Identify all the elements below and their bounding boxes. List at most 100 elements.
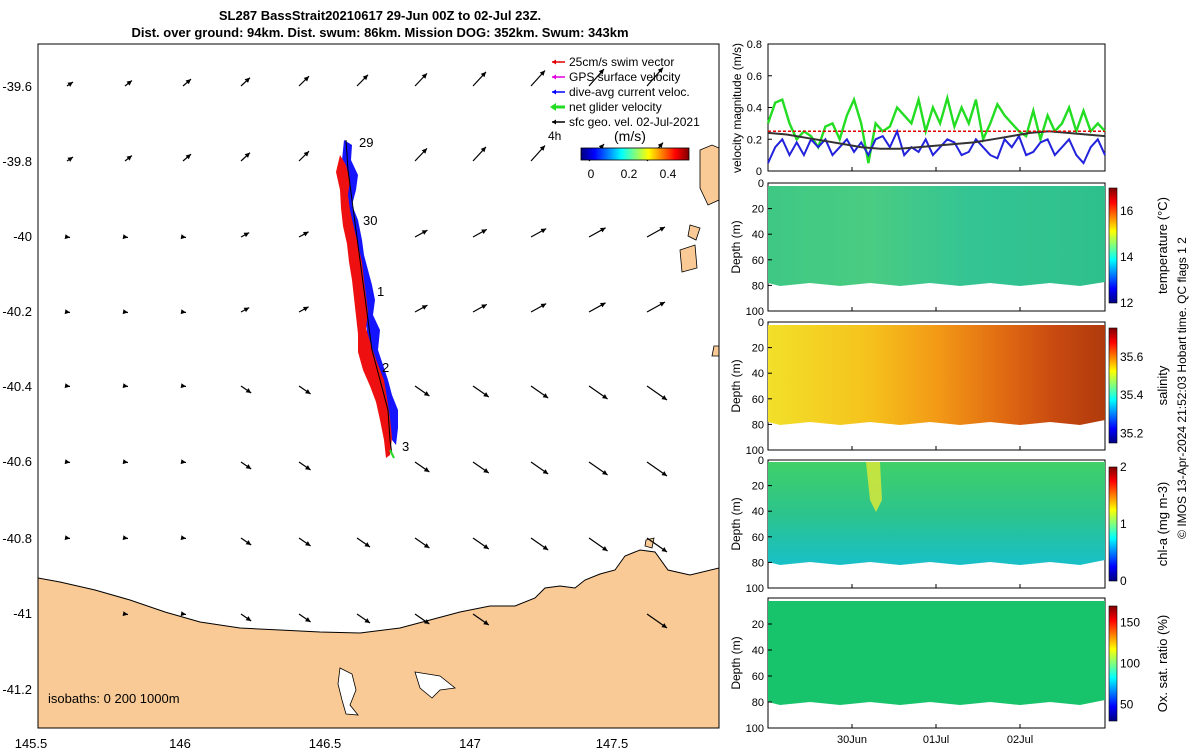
legend-item-swim: 25cm/s swim vector	[552, 55, 674, 69]
chla-colorbar	[1108, 466, 1118, 582]
title-line-1: SL287 BassStrait20210617 29-Jun 00Z to 0…	[219, 8, 541, 23]
depth-tick: 60	[752, 671, 764, 683]
velocity-vector-head	[122, 309, 128, 315]
velocity-vector-head	[364, 618, 370, 623]
depth-tick: 80	[752, 280, 764, 292]
velocity-vector-head	[602, 394, 608, 399]
colorbar-tick-0: 0	[588, 167, 595, 181]
time-x-tick: 01Jul	[923, 734, 949, 746]
colorbar-label: salinity	[1155, 365, 1170, 405]
velocity-vector-head	[122, 234, 128, 240]
colorbar-label: chl-a (mg m-3)	[1155, 482, 1170, 567]
salinity-field	[768, 325, 1105, 425]
oxygen-field	[768, 601, 1105, 705]
depth-tick: 60	[752, 394, 764, 406]
colorbar-tick: 1	[1120, 517, 1127, 531]
velocity-vector-head	[64, 535, 70, 541]
velocity-vector-head	[657, 142, 663, 149]
colorbar-tick: 35.6	[1120, 350, 1144, 364]
temperature-field	[768, 186, 1105, 286]
velocity-vector-head	[657, 67, 663, 74]
velocity-vector-head	[423, 619, 430, 624]
oxygen-colorbar	[1108, 605, 1118, 722]
velocity-vector-head	[602, 470, 608, 475]
y-tick-406: -40.6	[2, 454, 32, 469]
legend-time-label: 4h	[548, 129, 561, 143]
temperature-panel	[767, 182, 1118, 312]
velocity-vector-head	[539, 70, 545, 76]
depth-tick: 80	[752, 557, 764, 569]
velocity-ylabel: velocity magnitude (m/s)	[730, 43, 744, 173]
velocity-vector-head	[243, 307, 250, 313]
velocity-vector-head	[305, 389, 311, 394]
x-tick-1455: 145.5	[15, 736, 48, 750]
estuary	[337, 667, 456, 716]
colorbar-tick: 35.4	[1120, 388, 1144, 402]
velocity-vector-head	[244, 77, 250, 83]
map-legend: 25cm/s swim vector GPS surface velocity …	[548, 55, 700, 181]
title-line-2: Dist. over ground: 94km. Dist. swum: 86k…	[131, 25, 628, 40]
temperature-colorbar	[1108, 187, 1118, 304]
velocity-vector-head	[362, 74, 368, 81]
velocity-vector-head	[64, 234, 70, 240]
day-label-2: 2	[382, 360, 389, 375]
velocity-vector-head	[423, 543, 430, 548]
velocity-vector-head	[67, 82, 73, 87]
velocity-vector-head	[64, 459, 70, 465]
time-x-tick: 02Jul	[1007, 734, 1033, 746]
velocity-vector-head	[245, 388, 252, 393]
velocity-y-tick: 0.6	[747, 71, 762, 83]
velocity-vector-head	[602, 546, 608, 551]
velocity-vector-head	[659, 227, 665, 232]
velocity-vector-head	[244, 152, 250, 158]
x-tick-146: 146	[169, 736, 191, 750]
velocity-vector-head	[126, 80, 132, 86]
velocity-vector-head	[659, 302, 665, 307]
velocity-vector-head	[483, 392, 489, 397]
y-tick-41: -41	[13, 606, 32, 621]
depth-tick: 60	[752, 532, 764, 544]
velocity-vector-head	[661, 547, 667, 552]
colorbar-label: (m/s)	[614, 128, 646, 144]
velocity-vector-head	[122, 459, 128, 465]
legend-item-net: net glider velocity	[550, 100, 662, 114]
velocity-series	[766, 93, 1106, 165]
depth-ylabel: Depth (m)	[729, 220, 743, 273]
svg-text:sfc geo. vel. 02-Jul-2021: sfc geo. vel. 02-Jul-2021	[569, 115, 700, 129]
depth-tick: 100	[746, 306, 764, 318]
velocity-vector-head	[481, 229, 487, 235]
speed-colorbar	[580, 147, 690, 161]
velocity-vector-head	[540, 228, 547, 234]
y-tick-408: -40.8	[2, 531, 32, 546]
svg-text:net glider velocity: net glider velocity	[569, 100, 662, 114]
velocity-vector-head	[303, 231, 309, 237]
velocity-vector-head	[542, 469, 549, 474]
depth-ylabel: Depth (m)	[729, 636, 743, 689]
colorbar-tick: 16	[1120, 204, 1134, 218]
chla-panel	[767, 459, 1118, 589]
velocity-vector-head	[600, 227, 606, 233]
velocity-vector-head	[305, 617, 311, 622]
velocity-vector-head	[542, 393, 549, 398]
y-tick-40: -40	[13, 229, 32, 244]
velocity-vector-head	[661, 623, 667, 628]
tasmania-land	[38, 549, 719, 728]
chla-bloom	[866, 462, 882, 512]
imos-credit: © IMOS 13-Apr-2024 21:52:03 Hobart time.…	[1175, 237, 1189, 539]
net-velocity-end	[389, 449, 395, 459]
velocity-vector-head	[122, 535, 128, 541]
colorbar-tick: 100	[1120, 657, 1140, 671]
velocity-vector-head	[303, 151, 309, 157]
depth-tick: 100	[746, 445, 764, 457]
isobaths-label: isobaths: 0 200 1000m	[48, 691, 180, 706]
colorbar-tick-04: 0.4	[660, 167, 677, 181]
surface-velocity-vectors	[64, 67, 668, 629]
velocity-vector-head	[303, 76, 309, 82]
velocity-vector-head	[64, 309, 70, 315]
velocity-vector-head	[483, 544, 489, 549]
colorbar-tick: 14	[1120, 250, 1134, 264]
colorbar-tick: 2	[1120, 460, 1127, 474]
velocity-vector-head	[421, 230, 428, 235]
